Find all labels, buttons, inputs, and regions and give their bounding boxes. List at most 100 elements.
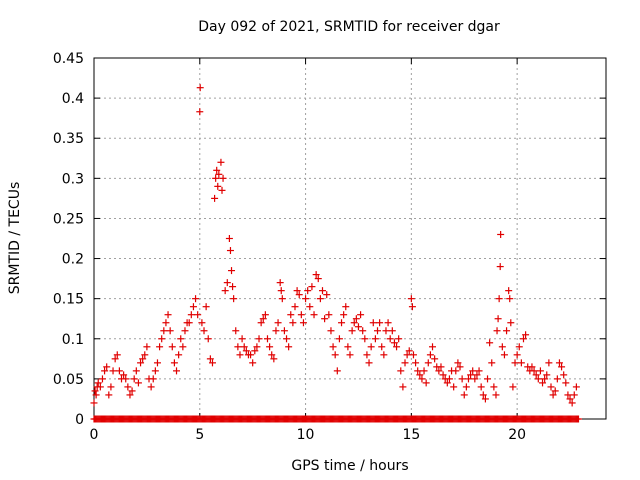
data-point <box>289 319 297 327</box>
data-point <box>103 363 111 371</box>
data-point <box>333 367 341 375</box>
data-point <box>134 379 142 387</box>
data-point <box>105 391 113 399</box>
data-point <box>513 351 521 359</box>
y-tick-label: 0 <box>75 412 84 428</box>
chart-title: Day 092 of 2021, SRMTID for receiver dga… <box>198 19 500 35</box>
data-point <box>378 343 386 351</box>
data-point <box>409 351 417 359</box>
data-point <box>314 275 322 283</box>
data-point <box>253 343 261 351</box>
data-point <box>280 327 288 335</box>
data-point <box>149 375 157 383</box>
data-point <box>515 343 523 351</box>
data-point <box>549 391 557 399</box>
data-point <box>308 283 316 291</box>
data-point <box>435 367 443 375</box>
data-point <box>488 359 496 367</box>
data-point <box>460 391 468 399</box>
data-point <box>251 347 259 355</box>
x-tick-label: 15 <box>402 427 420 443</box>
data-points <box>90 84 580 407</box>
data-point <box>293 287 301 295</box>
y-tick-label: 0.25 <box>53 211 84 227</box>
data-point <box>376 319 384 327</box>
data-point <box>384 319 392 327</box>
data-point <box>200 327 208 335</box>
data-point <box>528 363 536 371</box>
data-point <box>454 359 462 367</box>
data-point <box>338 319 346 327</box>
data-point <box>304 287 312 295</box>
data-point <box>497 230 505 238</box>
data-point <box>310 311 318 319</box>
x-tick-labels: 0 5 10 15 20 <box>90 427 527 443</box>
data-point <box>202 303 210 311</box>
data-point <box>543 371 551 379</box>
y-tick-label: 0.1 <box>62 332 84 348</box>
data-point <box>206 355 214 363</box>
data-point <box>424 359 432 367</box>
data-point <box>547 383 555 391</box>
data-point <box>249 359 257 367</box>
data-point <box>156 343 164 351</box>
data-point <box>342 303 350 311</box>
data-point <box>572 383 580 391</box>
y-tick-label: 0.05 <box>53 372 84 388</box>
data-point <box>390 339 398 347</box>
x-tick-label: 10 <box>297 427 315 443</box>
data-point <box>469 367 477 375</box>
data-point <box>507 319 515 327</box>
data-point <box>329 343 337 351</box>
data-point <box>331 351 339 359</box>
data-point <box>147 383 155 391</box>
data-point <box>234 343 242 351</box>
data-point <box>212 174 220 182</box>
zero-data-point <box>574 415 582 423</box>
y-tick-label: 0.35 <box>53 131 84 147</box>
data-point <box>505 287 513 295</box>
data-point <box>551 387 559 395</box>
data-point <box>297 311 305 319</box>
data-point <box>458 375 466 383</box>
data-point <box>218 186 226 194</box>
data-point <box>299 319 307 327</box>
data-point <box>475 367 483 375</box>
y-tick-label: 0.2 <box>62 252 84 268</box>
data-point <box>363 351 371 359</box>
data-point <box>221 287 229 295</box>
data-point <box>416 371 424 379</box>
data-point <box>316 295 324 303</box>
data-point <box>346 351 354 359</box>
data-point <box>382 327 390 335</box>
data-point <box>230 295 238 303</box>
data-point <box>162 319 170 327</box>
data-point <box>327 327 335 335</box>
data-point <box>388 327 396 335</box>
data-point <box>153 359 161 367</box>
data-point <box>484 375 492 383</box>
data-point <box>365 359 373 367</box>
data-point <box>456 363 464 371</box>
data-point <box>496 263 504 271</box>
data-point <box>519 335 527 343</box>
data-point <box>217 158 225 166</box>
data-point <box>175 351 183 359</box>
data-point <box>367 343 375 351</box>
data-point <box>189 303 197 311</box>
data-point <box>321 315 329 323</box>
data-point <box>412 359 420 367</box>
data-point <box>408 303 416 311</box>
data-point <box>318 287 326 295</box>
data-point <box>492 391 500 399</box>
data-point <box>124 383 132 391</box>
data-point <box>295 291 303 299</box>
data-point <box>113 351 121 359</box>
data-point <box>481 395 489 403</box>
data-point <box>204 335 212 343</box>
data-point <box>386 335 394 343</box>
data-point <box>141 351 149 359</box>
data-point <box>511 359 519 367</box>
data-point <box>130 375 138 383</box>
